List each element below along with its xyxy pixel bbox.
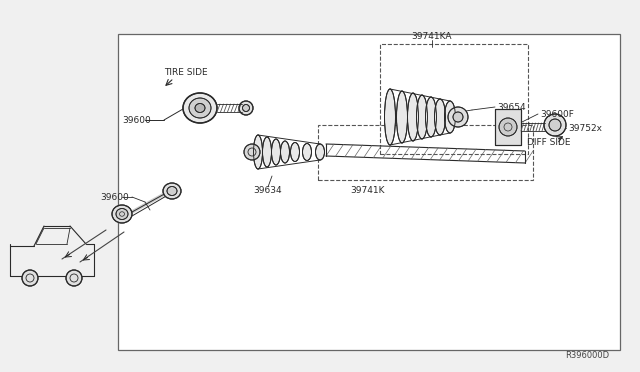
Ellipse shape	[189, 98, 211, 118]
Circle shape	[453, 112, 463, 122]
Circle shape	[239, 101, 253, 115]
Ellipse shape	[408, 93, 419, 141]
Text: 39741KA: 39741KA	[412, 32, 452, 41]
Text: 39600: 39600	[122, 115, 151, 125]
Circle shape	[244, 144, 260, 160]
Ellipse shape	[445, 101, 456, 133]
Ellipse shape	[163, 183, 181, 199]
Ellipse shape	[280, 141, 289, 163]
Ellipse shape	[417, 95, 428, 139]
Bar	[495, 109, 521, 145]
Text: R396000D: R396000D	[565, 352, 609, 360]
Bar	[118, 34, 620, 350]
Circle shape	[66, 270, 82, 286]
Text: DIFF SIDE: DIFF SIDE	[527, 138, 571, 147]
Ellipse shape	[253, 135, 262, 169]
Text: 39654: 39654	[497, 103, 525, 112]
Ellipse shape	[116, 208, 128, 219]
Bar	[495, 109, 521, 145]
Ellipse shape	[316, 144, 324, 160]
Text: 39634: 39634	[253, 186, 282, 195]
Ellipse shape	[435, 99, 445, 135]
Bar	[318, 125, 533, 180]
Circle shape	[549, 119, 561, 131]
Text: 39752x: 39752x	[568, 124, 602, 132]
Ellipse shape	[426, 97, 436, 137]
Text: 39600F: 39600F	[540, 109, 574, 119]
Ellipse shape	[303, 144, 312, 160]
Circle shape	[544, 114, 566, 136]
Bar	[380, 44, 528, 154]
Ellipse shape	[183, 93, 217, 123]
Circle shape	[22, 270, 38, 286]
Circle shape	[243, 105, 250, 112]
Text: 39600: 39600	[100, 192, 129, 202]
Ellipse shape	[397, 91, 408, 143]
Ellipse shape	[262, 137, 271, 167]
Text: TIRE SIDE: TIRE SIDE	[164, 67, 207, 77]
Ellipse shape	[195, 103, 205, 112]
Circle shape	[499, 118, 517, 136]
Ellipse shape	[271, 139, 280, 165]
Text: 39741K: 39741K	[351, 186, 385, 195]
Ellipse shape	[112, 205, 132, 223]
Ellipse shape	[167, 186, 177, 196]
Ellipse shape	[291, 142, 300, 161]
Ellipse shape	[385, 89, 396, 145]
Circle shape	[448, 107, 468, 127]
